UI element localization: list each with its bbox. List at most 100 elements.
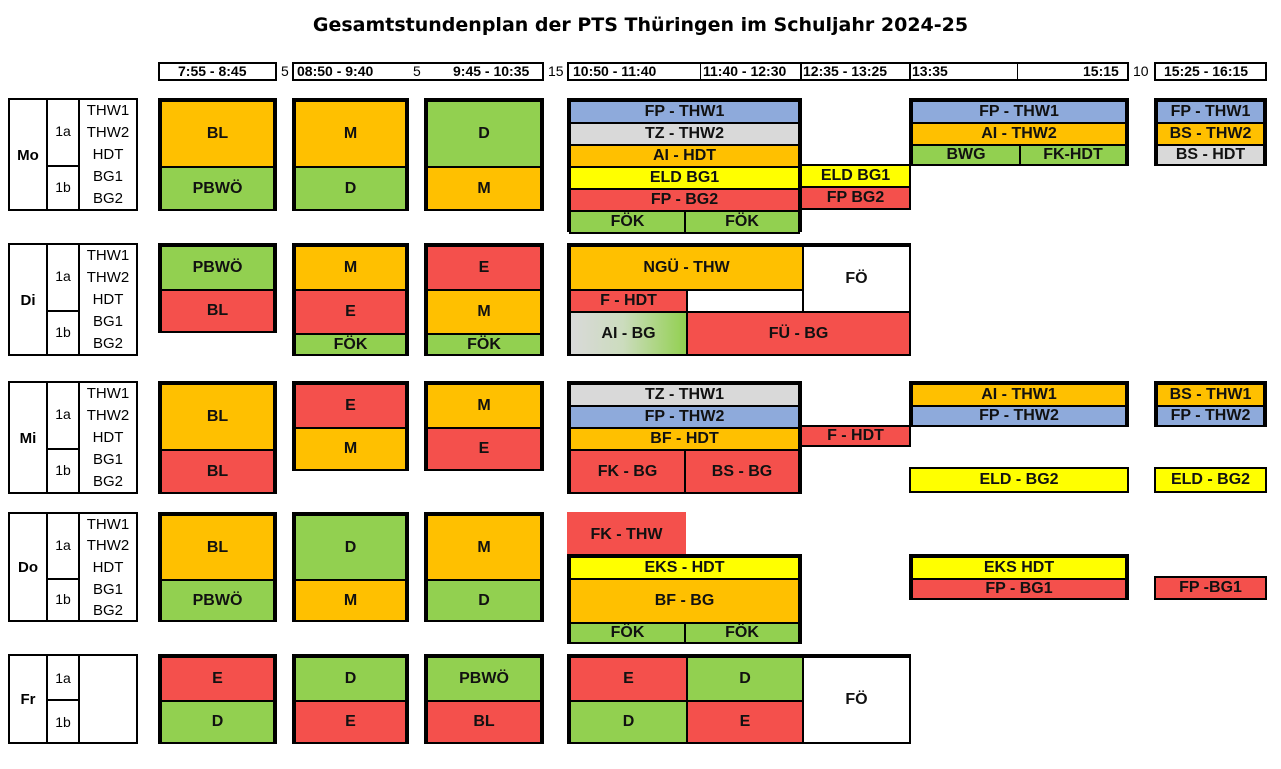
group-1b: 1b xyxy=(55,714,71,730)
lesson-cell: FÖ xyxy=(802,656,911,744)
subgroup-bg2: BG2 xyxy=(92,602,123,619)
lesson-cell: BS - BG xyxy=(684,449,800,494)
do-period-3: M D xyxy=(424,512,544,622)
lesson-cell: BL xyxy=(426,700,542,744)
time-slot-4-label: 10:50 - 11:40 xyxy=(573,63,657,79)
day-label-mi: Mi 1a 1b THW1 THW2 HDT BG1 BG2 xyxy=(8,381,138,494)
lesson-cell xyxy=(686,289,804,313)
lesson-cell: D xyxy=(426,100,542,168)
divider xyxy=(78,245,80,354)
mo-period-1: BL PBWÖ xyxy=(158,98,277,211)
day-name: Do xyxy=(18,559,38,576)
di-block-4-6: NGÜ - THW F - HDT AI - BG FÜ - BG FÖ xyxy=(567,243,911,356)
divider xyxy=(46,514,48,620)
lesson-cell: AI - HDT xyxy=(569,144,800,168)
lesson-cell: E xyxy=(426,427,542,471)
time-slot-6-label: 12:35 - 13:25 xyxy=(803,63,888,79)
lesson-cell: BS - THW1 xyxy=(1156,383,1265,407)
subgroup-thw1: THW1 xyxy=(86,516,130,533)
day-name: Fr xyxy=(20,691,36,708)
mi-period-2: E M xyxy=(292,381,409,471)
lesson-cell: FP - THW1 xyxy=(1156,100,1265,124)
header-divider-3 xyxy=(909,62,911,81)
mi-afternoon: AI - THW1 FP - THW2 xyxy=(909,381,1129,427)
day-name: Mi xyxy=(19,430,37,447)
group-1b: 1b xyxy=(55,179,71,195)
time-slot-1-label: 7:55 - 8:45 xyxy=(178,63,247,79)
lesson-cell: BL xyxy=(160,100,275,168)
lesson-cell: BF - HDT xyxy=(569,427,800,451)
subgroup-thw1: THW1 xyxy=(86,247,130,264)
lesson-cell: AI - THW2 xyxy=(911,122,1127,146)
lesson-cell: BWG xyxy=(911,144,1021,166)
mo-block-4-5: FP - THW1 TZ - THW2 AI - HDT ELD BG1 FP … xyxy=(567,98,802,234)
break-label-4: 10 xyxy=(1133,63,1149,79)
group-1a: 1a xyxy=(55,268,71,284)
lesson-cell: EKS - HDT xyxy=(569,556,800,580)
subgroup-bg1: BG1 xyxy=(92,451,123,468)
group-1a: 1a xyxy=(55,406,71,422)
do-block-4-5: EKS - HDT BF - BG FÖK FÖK xyxy=(567,554,802,644)
time-slot-1: 7:55 - 8:45 xyxy=(158,62,277,81)
lesson-cell: FP - THW1 xyxy=(569,100,800,124)
lesson-cell: D xyxy=(294,656,407,702)
subgroup-thw2: THW2 xyxy=(86,124,130,141)
mi-afternoon-bg2: ELD - BG2 xyxy=(909,467,1129,493)
do-block-fk: FK - THW xyxy=(567,512,686,558)
lesson-cell: M xyxy=(294,579,407,622)
lesson-cell: FÖK xyxy=(426,333,542,356)
subgroup-bg2: BG2 xyxy=(92,335,123,352)
di-period-2: M E FÖK xyxy=(292,243,409,356)
lesson-cell: M xyxy=(426,166,542,211)
lesson-cell: E xyxy=(160,656,275,702)
lesson-cell: PBWÖ xyxy=(160,166,275,211)
mo-afternoon: FP - THW1 AI - THW2 BWG FK-HDT xyxy=(909,98,1129,166)
fr-period-2: D E xyxy=(292,654,409,744)
lesson-cell: E xyxy=(426,245,542,291)
lesson-cell: TZ - THW1 xyxy=(569,383,800,407)
group-1b: 1b xyxy=(55,591,71,607)
lesson-cell: E xyxy=(294,383,407,429)
break-label-3: 15 xyxy=(548,63,564,79)
subgroup-bg1: BG1 xyxy=(92,581,123,598)
subgroup-thw2: THW2 xyxy=(86,537,130,554)
day-label-do: Do 1a 1b THW1 THW2 HDT BG1 BG2 xyxy=(8,512,138,622)
subgroup-bg2: BG2 xyxy=(92,190,123,207)
lesson-cell: FP -BG1 xyxy=(1156,578,1265,598)
break-label-1: 5 xyxy=(281,63,289,79)
time-slot-4-7: 10:50 - 11:40 11:40 - 12:30 12:35 - 13:2… xyxy=(567,62,1129,81)
divider xyxy=(46,310,80,312)
divider xyxy=(78,383,80,492)
mi-late-bg2: ELD - BG2 xyxy=(1154,467,1267,493)
lesson-cell: M xyxy=(294,245,407,291)
subgroup-hdt: HDT xyxy=(92,429,124,446)
lesson-cell: FÖ xyxy=(802,245,911,313)
lesson-cell: D xyxy=(426,579,542,622)
day-name: Mo xyxy=(17,147,39,164)
time-slot-2-label: 08:50 - 9:40 xyxy=(297,63,374,79)
day-label-di: Di 1a 1b THW1 THW2 HDT BG1 BG2 xyxy=(8,243,138,356)
lesson-cell: D xyxy=(294,166,407,211)
lesson-cell: M xyxy=(426,383,542,429)
do-late: FP -BG1 xyxy=(1154,576,1267,600)
group-1a: 1a xyxy=(55,123,71,139)
lesson-cell: E xyxy=(569,656,688,702)
mi-period-3: M E xyxy=(424,381,544,471)
lesson-cell: D xyxy=(686,656,804,702)
lesson-cell: BS - THW2 xyxy=(1156,122,1265,146)
day-label-fr: Fr 1a 1b xyxy=(8,654,138,744)
fr-period-1: E D xyxy=(158,654,277,744)
do-afternoon: EKS HDT FP - BG1 xyxy=(909,554,1129,600)
page-title: Gesamtstundenplan der PTS Thüringen im S… xyxy=(312,14,969,36)
lesson-cell: FP - BG1 xyxy=(911,578,1127,600)
lesson-cell: D xyxy=(294,514,407,581)
group-1a: 1a xyxy=(55,537,71,553)
lesson-cell: AI - BG xyxy=(569,311,688,356)
break-label-2: 5 xyxy=(413,63,421,79)
lesson-cell: M xyxy=(294,427,407,471)
subgroup-hdt: HDT xyxy=(92,559,124,576)
time-slot-7-start: 13:35 xyxy=(912,63,948,79)
divider xyxy=(46,165,80,167)
time-slot-8: 15:25 - 16:15 xyxy=(1154,62,1267,81)
